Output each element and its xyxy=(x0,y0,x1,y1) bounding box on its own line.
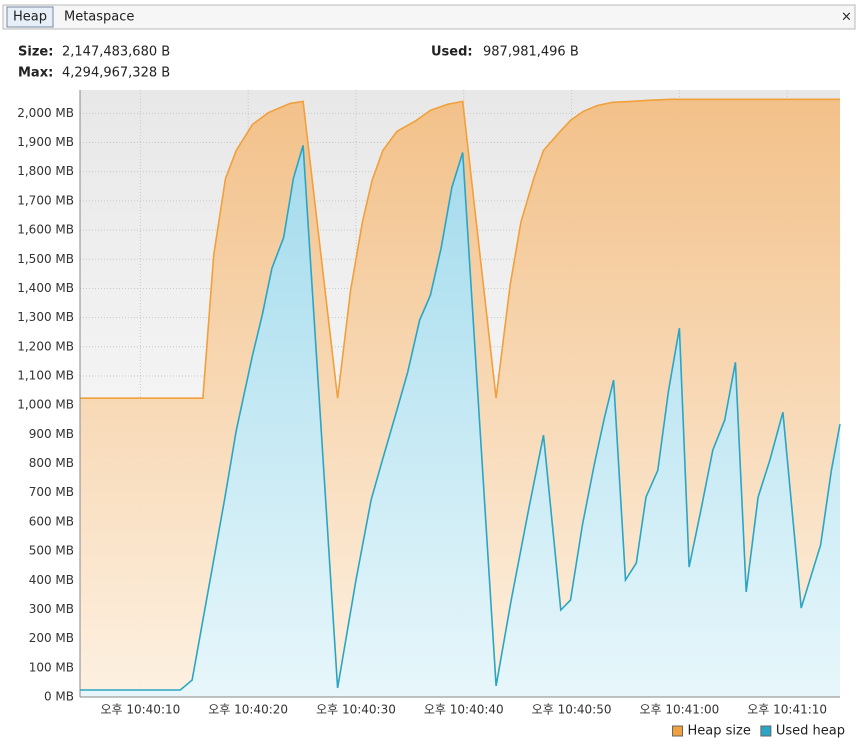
y-tick-label: 1,000 MB xyxy=(17,398,74,412)
y-tick-label: 1,200 MB xyxy=(17,339,74,353)
series-line xyxy=(80,145,841,691)
y-tick-label: 700 MB xyxy=(29,485,74,499)
y-tick-label: 200 MB xyxy=(29,631,74,645)
y-tick-label: 1,800 MB xyxy=(17,164,74,178)
x-tick-label: 오후 10:40:50 xyxy=(532,703,612,717)
y-tick-label: 1,500 MB xyxy=(17,252,74,266)
info-value: 2,147,483,680 B xyxy=(62,45,170,60)
info-label: Used: xyxy=(431,45,473,60)
y-tick-label: 500 MB xyxy=(29,544,74,558)
y-tick-label: 1,900 MB xyxy=(17,135,74,149)
close-button[interactable]: × xyxy=(841,10,852,25)
y-tick-label: 900 MB xyxy=(29,427,74,441)
y-tick-label: 300 MB xyxy=(29,602,74,616)
x-tick-label: 오후 10:40:20 xyxy=(208,703,288,717)
info-value: 987,981,496 B xyxy=(483,45,579,60)
legend-swatch xyxy=(760,725,772,737)
info-label: Max: xyxy=(18,66,53,81)
y-tick-label: 1,400 MB xyxy=(17,281,74,295)
tab-bar xyxy=(2,4,856,30)
y-tick-label: 100 MB xyxy=(29,660,74,674)
y-tick-label: 1,300 MB xyxy=(17,310,74,324)
x-tick-label: 오후 10:41:00 xyxy=(639,703,719,717)
y-tick-label: 0 MB xyxy=(44,690,74,704)
x-tick-label: 오후 10:41:10 xyxy=(747,703,827,717)
x-tick-label: 오후 10:40:30 xyxy=(316,703,396,717)
legend-label: Heap size xyxy=(688,724,751,739)
y-tick-label: 600 MB xyxy=(29,514,74,528)
info-label: Size: xyxy=(18,45,53,60)
x-tick-label: 오후 10:40:10 xyxy=(100,703,180,717)
tab[interactable]: Heap xyxy=(13,10,47,25)
tab-selected[interactable] xyxy=(6,6,54,28)
y-tick-label: 400 MB xyxy=(29,573,74,587)
x-tick-label: 오후 10:40:40 xyxy=(424,703,504,717)
y-tick-label: 1,100 MB xyxy=(17,368,74,382)
legend-swatch xyxy=(672,725,684,737)
y-tick-label: 1,600 MB xyxy=(17,223,74,237)
area-fill xyxy=(80,145,840,697)
y-tick-label: 1,700 MB xyxy=(17,193,74,207)
tab[interactable]: Metaspace xyxy=(64,10,134,25)
y-tick-label: 2,000 MB xyxy=(17,106,74,120)
info-value: 4,294,967,328 B xyxy=(62,66,170,81)
y-tick-label: 800 MB xyxy=(29,456,74,470)
series-line xyxy=(80,98,840,399)
legend-label: Used heap xyxy=(776,724,845,739)
